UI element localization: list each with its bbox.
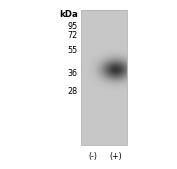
Text: 72: 72: [68, 31, 78, 40]
Text: 28: 28: [68, 87, 78, 96]
Bar: [81, 10, 127, 145]
Text: 36: 36: [68, 69, 78, 78]
Text: kDa: kDa: [59, 10, 78, 19]
Text: (+): (+): [110, 152, 122, 161]
Text: (-): (-): [88, 152, 97, 161]
Text: 95: 95: [68, 22, 78, 31]
Text: 55: 55: [68, 46, 78, 55]
